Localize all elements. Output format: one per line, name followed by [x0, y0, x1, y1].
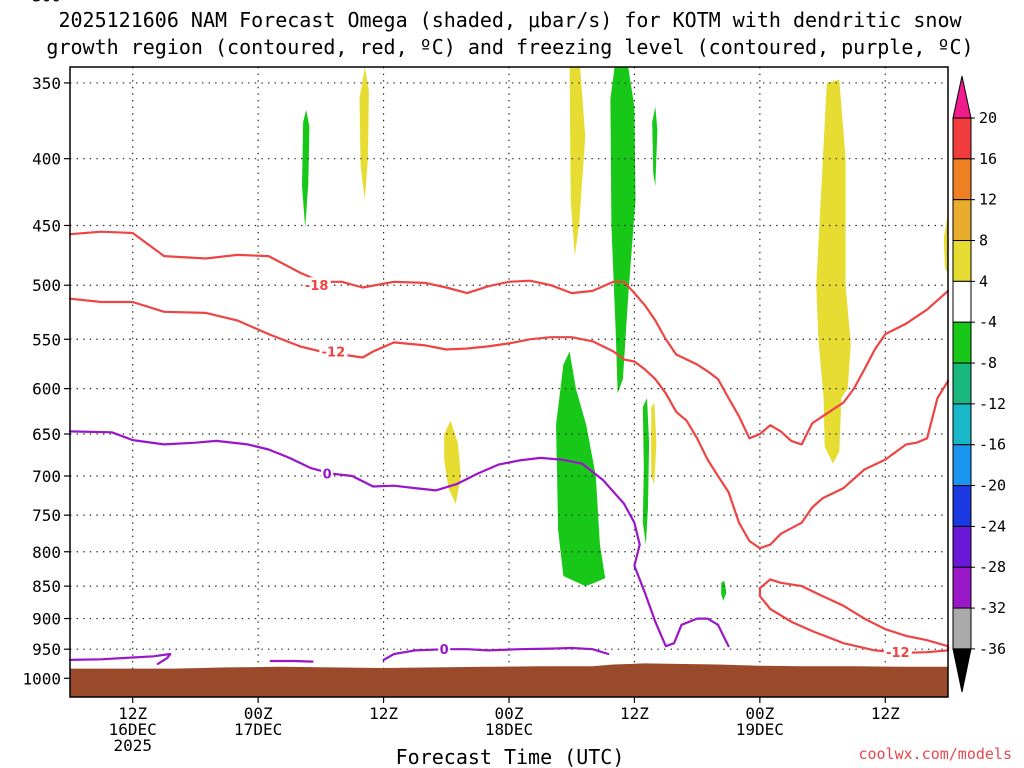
colorbar-swatch: [952, 240, 972, 282]
freezing-contour-label-bg: [321, 465, 334, 481]
colorbar-label: 8: [979, 232, 988, 250]
colorbar-swatch: [952, 158, 972, 201]
omega-region-descent-d: [651, 402, 657, 485]
colorbar-label: 4: [979, 272, 988, 290]
y-tick-label: 950: [32, 640, 61, 659]
x-tick-label: 00Z: [495, 704, 524, 723]
grid-layer: [70, 67, 948, 697]
colorbar-label: -8: [979, 354, 997, 372]
y-tick-label: 700: [32, 467, 61, 486]
x-tick-label: 19DEC: [736, 720, 784, 739]
omega-region-ascent-g: [574, 451, 582, 481]
y-tick-label: 800: [32, 543, 61, 562]
freezing-contour-0-0: [68, 430, 730, 648]
colorbar-label: -28: [979, 558, 1006, 576]
colorbar-label: -20: [979, 477, 1006, 495]
temperature-contour-label-bg: [319, 343, 348, 359]
y-axis: 2503003504004505005506006507007508008509…: [22, 0, 70, 688]
y-tick-label: 500: [32, 276, 61, 295]
colorbar: 20 16 12 8 4 -4 -8 -12 -16 -20 -24 -28 -32 -36: [952, 75, 1006, 693]
terrain-fill: [70, 663, 948, 697]
omega-region-ascent-c: [610, 67, 636, 394]
colorbar-swatch: [952, 525, 972, 568]
y-tick-label: 600: [32, 380, 61, 399]
plot-background: [70, 67, 948, 697]
omega-region-descent-a: [359, 67, 369, 200]
x-axis-label: Forecast Time (UTC): [396, 745, 625, 768]
x-tick-label: 18DEC: [485, 720, 533, 739]
freezing-contour-0-1: [382, 646, 610, 661]
freezing-contour-0-3: [269, 659, 314, 663]
temperature-contour-label: -18: [305, 279, 329, 294]
omega-region-ascent-f: [721, 580, 727, 601]
colorbar-label: 20: [979, 109, 997, 127]
x-tick-label: 12Z: [871, 704, 900, 723]
x-tick-label: 12Z: [620, 704, 649, 723]
x-tick-label: 17DEC: [234, 720, 282, 739]
colorbar-label: -16: [979, 436, 1006, 454]
x-tick-label: 00Z: [244, 704, 273, 723]
y-tick-label: 750: [32, 506, 61, 525]
y-tick-label: 550: [32, 330, 61, 349]
y-tick-label: 650: [32, 425, 61, 444]
omega-region-descent-f: [943, 212, 948, 274]
freezing-contour-label-bg: [438, 641, 451, 657]
contour-layer: -18 -12 -12 0 0: [68, 230, 950, 665]
x-tick-label: 16DEC: [109, 720, 157, 739]
freezing-contour-label: 0: [440, 643, 449, 658]
colorbar-swatch: [952, 321, 972, 364]
plot-area: -18 -12 -12 0 0: [68, 66, 950, 698]
colorbar-label: -12: [979, 395, 1006, 413]
colorbar-label: 16: [979, 150, 997, 168]
colorbar-label: -24: [979, 517, 1006, 535]
chart-title-line2: growth region (contoured, red, ºC) and f…: [46, 35, 973, 59]
y-tick-label: 450: [32, 216, 61, 235]
y-tick-label: 900: [32, 610, 61, 629]
omega-region-ascent-e: [642, 398, 650, 545]
colorbar-label: -36: [979, 640, 1006, 658]
temperature-contour-label: -12: [886, 646, 910, 661]
credit-text[interactable]: coolwx.com/models: [858, 745, 1012, 763]
x-tick-label: 12Z: [369, 704, 398, 723]
colorbar-top-arrow: [952, 75, 972, 119]
y-tick-label: 1000: [22, 669, 61, 688]
omega-region-ascent-a: [302, 109, 310, 228]
chart-title-line1: 2025121606 NAM Forecast Omega (shaded, μ…: [58, 8, 962, 32]
omega-shading-layer: [302, 67, 948, 601]
omega-region-descent-c: [569, 67, 586, 257]
colorbar-swatch: [952, 607, 972, 650]
colorbar-swatch: [952, 566, 972, 609]
colorbar-swatch: [952, 485, 972, 527]
terrain-layer: [70, 663, 948, 697]
temperature-contour-label-bg: [883, 644, 912, 660]
y-tick-label: 350: [32, 74, 61, 93]
freezing-contour-0-2: [68, 652, 172, 665]
y-tick-label: 400: [32, 150, 61, 169]
omega-region-descent-e: [816, 79, 851, 464]
freezing-contour-label: 0: [323, 468, 332, 483]
x-tick-label: 00Z: [745, 704, 774, 723]
temperature-contour-label-bg: [302, 277, 331, 293]
colorbar-swatch: [952, 444, 972, 487]
omega-region-ascent-d: [652, 106, 658, 187]
temperature-contour-label: -12: [322, 346, 346, 361]
x-tick-label: 2025: [113, 736, 152, 755]
y-tick-label: 300: [32, 0, 61, 6]
colorbar-label: -4: [979, 313, 997, 331]
colorbar-swatch: [952, 362, 972, 405]
colorbar-label: -32: [979, 599, 1006, 617]
colorbar-bottom-arrow: [952, 648, 972, 693]
colorbar-label: 12: [979, 191, 997, 209]
y-tick-label: 850: [32, 577, 61, 596]
colorbar-swatch: [952, 199, 972, 242]
colorbar-swatch: [952, 280, 972, 323]
x-tick-label: 12Z: [118, 704, 147, 723]
colorbar-swatch: [952, 117, 972, 160]
colorbar-swatch: [952, 403, 972, 446]
